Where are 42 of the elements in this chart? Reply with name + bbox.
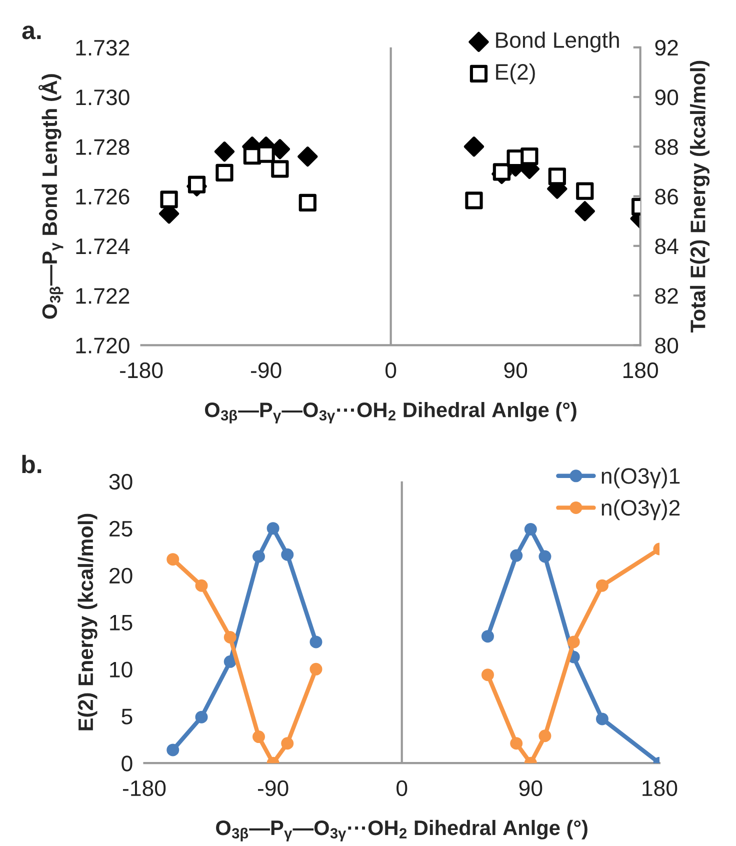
y-tick-label: 0 xyxy=(122,756,132,772)
y2-tick-label: 92 xyxy=(655,40,678,56)
y-tick-label: 1.728 xyxy=(76,139,130,155)
y-tick-label: 1.726 xyxy=(76,188,130,205)
x-tick-label: 90 xyxy=(504,362,528,378)
legend-label: n(O3γ)2 xyxy=(602,499,680,520)
x-tick-label: 180 xyxy=(623,362,658,378)
y-tick-label: 5 xyxy=(122,708,132,724)
legend-label: Bond Length xyxy=(496,32,619,52)
legend-label: E(2) xyxy=(496,63,535,84)
y-tick-label: 1.724 xyxy=(76,238,130,254)
x-tick-label: -180 xyxy=(123,780,166,796)
y2-tick-label: 82 xyxy=(655,288,678,304)
y2-tick-label: 80 xyxy=(655,338,678,354)
y-tick-label: 1.720 xyxy=(76,338,130,354)
y-axis-title: E(2) Energy (kcal/mol) xyxy=(78,514,98,730)
x-tick-label: 90 xyxy=(519,780,542,796)
y-tick-label: 1.730 xyxy=(76,90,130,106)
x-tick-label: -90 xyxy=(250,362,282,378)
x-tick-label: 0 xyxy=(396,780,408,796)
y-tick-label: 1.732 xyxy=(76,40,130,56)
y-tick-label: 25 xyxy=(110,520,132,537)
y-tick-label: 15 xyxy=(110,614,132,631)
x-tick-label: -180 xyxy=(120,362,163,378)
y2-axis-title: Total E(2) Energy (kcal/mol) xyxy=(690,60,710,332)
x-tick-label: 180 xyxy=(642,780,678,796)
y-tick-label: 20 xyxy=(110,568,132,584)
y2-tick-label: 88 xyxy=(655,139,678,155)
y-tick-label: 1.722 xyxy=(76,288,130,304)
text: O$_{3β}$—P$_{γ}$—O$_{3γ}$···OH$_{2}$ Dihedral Anlge (°) xyxy=(216,820,588,842)
y2-tick-label: 86 xyxy=(655,188,678,205)
y-tick-label: 30 xyxy=(109,474,132,490)
legend-label: n(O3γ)1 xyxy=(602,468,680,488)
y-axis-title: O$_{3β}$—P$_{γ}$ Bond Length (Å) xyxy=(38,74,64,319)
chart-title: a. xyxy=(22,26,41,40)
y-tick-label: 10 xyxy=(110,662,132,678)
y2-tick-label: 84 xyxy=(655,238,678,254)
chart-title: b. xyxy=(22,454,42,474)
y2-tick-label: 90 xyxy=(655,90,678,106)
x-tick-label: -90 xyxy=(258,780,288,796)
text: O$_{3β}$—P$_{γ}$—O$_{3γ}$···OH$_{2}$ Dihedral Anlge (°) xyxy=(205,402,576,424)
x-tick-label: 0 xyxy=(386,362,396,378)
